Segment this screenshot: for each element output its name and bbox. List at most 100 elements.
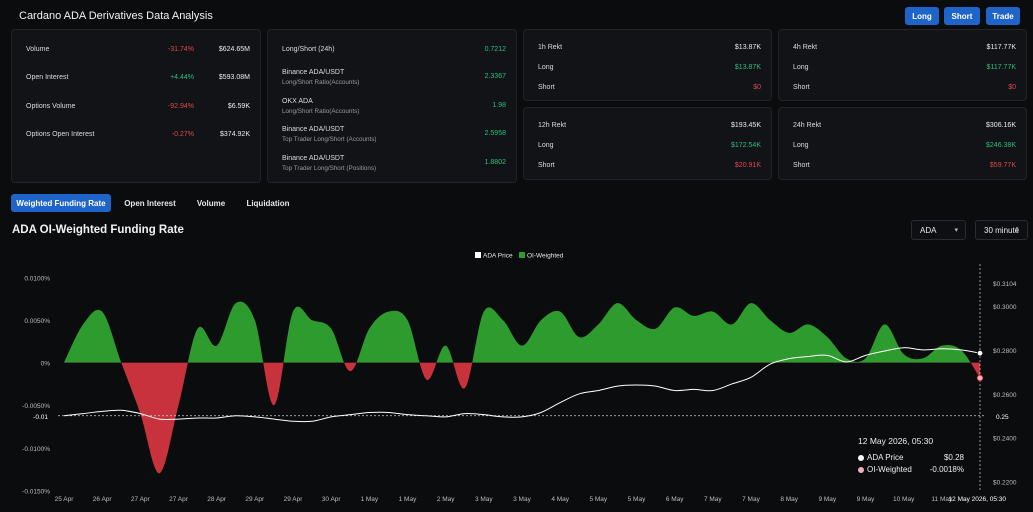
price-dot-icon bbox=[858, 454, 864, 461]
tooltip-rate-label: OI-Weighted bbox=[867, 465, 912, 474]
ratio-value: 0.7212 bbox=[484, 46, 506, 53]
rekt-label: 1h Rekt bbox=[538, 44, 563, 51]
long-button[interactable]: Long bbox=[905, 7, 939, 25]
x-axis-tick-label: 25 Apr bbox=[55, 496, 75, 503]
left-axis-tick-label: -0.0100% bbox=[22, 446, 50, 453]
tab-open-interest[interactable]: Open Interest bbox=[124, 198, 176, 208]
x-axis-tick-label: 29 Apr bbox=[245, 496, 265, 503]
stat-change: -0.27% bbox=[171, 131, 194, 138]
rekt-value: $13.87K bbox=[734, 64, 761, 71]
rekt-value: $59.77K bbox=[989, 162, 1016, 169]
coin-select-value: ADA bbox=[920, 225, 937, 235]
market-stats-card: Volume -31.74% $624.65M Open Interest +4… bbox=[11, 29, 261, 183]
x-axis-tick-label: 26 Apr bbox=[93, 496, 113, 503]
ratio-value: 1.8802 bbox=[484, 159, 506, 166]
rekt-label: 4h Rekt bbox=[793, 44, 818, 51]
short-button[interactable]: Short bbox=[944, 7, 980, 25]
right-axis-tick-label: $0.3104 bbox=[993, 281, 1017, 288]
chevron-down-icon: ▾ bbox=[954, 227, 958, 234]
rekt-value: $117.77K bbox=[986, 64, 1016, 71]
rekt-label: Short bbox=[538, 84, 555, 91]
x-axis-tick-label: 7 May bbox=[704, 496, 722, 503]
rekt-label: Long bbox=[793, 142, 809, 149]
ratio-label: Binance ADA/USDT bbox=[282, 69, 345, 76]
stat-value: $374.92K bbox=[220, 131, 250, 138]
ada-price-line bbox=[63, 347, 981, 423]
tooltip-price-label: ADA Price bbox=[867, 453, 904, 462]
rekt-value: $0 bbox=[1008, 84, 1016, 91]
rekt-label: 12h Rekt bbox=[538, 122, 567, 129]
tab-volume[interactable]: Volume bbox=[196, 198, 226, 208]
tab-weighted-funding-rate[interactable]: Weighted Funding Rate bbox=[11, 194, 111, 212]
ratio-sublabel: Long/Short Ratio(Accounts) bbox=[282, 108, 360, 115]
x-axis-tick-label: 10 May bbox=[893, 496, 915, 503]
x-axis-tick-label: 4 May bbox=[551, 496, 569, 503]
rekt-label: 24h Rekt bbox=[793, 122, 822, 129]
x-axis-tick-label: 7 May bbox=[742, 496, 760, 503]
right-axis-tick-label: $0.3000 bbox=[993, 304, 1017, 311]
x-axis-tick-label: 6 May bbox=[666, 496, 684, 503]
stat-value: $593.08M bbox=[218, 74, 250, 81]
left-axis-tick-label: 0.0100% bbox=[24, 276, 50, 283]
chart-title: ADA OI-Weighted Funding Rate bbox=[12, 224, 184, 236]
x-axis-tick-label: 29 Apr bbox=[284, 496, 304, 503]
x-axis-tick-label: 1 May bbox=[360, 496, 378, 503]
right-axis-tick-label: $0.2400 bbox=[993, 436, 1017, 443]
left-axis-tick-label: 0% bbox=[41, 361, 51, 368]
interval-select[interactable]: 30 minute ⇕ bbox=[975, 220, 1028, 240]
stat-label: Volume bbox=[26, 46, 50, 53]
rekt-value: $117.77K bbox=[986, 44, 1016, 51]
ratio-value: 1.98 bbox=[492, 102, 506, 109]
oi-weighted-positive-area bbox=[64, 301, 971, 363]
stat-change: -92.94% bbox=[167, 103, 194, 110]
tab-liquidation[interactable]: Liquidation bbox=[246, 198, 290, 208]
rekt-value: $0 bbox=[753, 84, 761, 91]
chart-tooltip: 12 May 2026, 05:30 ADA Price $0.28 OI-We… bbox=[852, 430, 970, 480]
left-axis-tick-label: -0.0150% bbox=[22, 488, 50, 495]
rekt-label: Long bbox=[538, 64, 554, 71]
right-axis-tick-label: $0.2800 bbox=[993, 348, 1017, 355]
x-axis-tick-label: 3 May bbox=[475, 496, 493, 503]
stat-change: +4.44% bbox=[170, 74, 194, 81]
crosshair-right-label: 0.25 bbox=[996, 414, 1009, 421]
x-axis-tick-label: 11 May bbox=[931, 496, 953, 503]
ratio-sublabel: Top Trader Long/Short (Positions) bbox=[282, 165, 377, 172]
ratio-label: OKX ADA bbox=[282, 98, 313, 105]
funding-rate-chart[interactable]: 0.0100% 0.0050% 0% -0.0050% -0.0100% -0.0150%… bbox=[0, 244, 1033, 512]
ratio-sublabel: Top Trader Long/Short (Accounts) bbox=[282, 136, 377, 143]
stat-label: Open Interest bbox=[26, 74, 69, 81]
legend-label-price: ADA Price bbox=[483, 253, 513, 260]
stat-label: Options Open Interest bbox=[26, 131, 95, 138]
rekt-value: $193.45K bbox=[731, 122, 761, 129]
rekt-card-1h: 1h Rekt $13.87K Long $13.87K Short $0 bbox=[523, 29, 772, 101]
rekt-value: $172.54K bbox=[731, 142, 761, 149]
x-axis-tick-label: 30 Apr bbox=[322, 496, 342, 503]
x-axis-tick-label: 28 Apr bbox=[207, 496, 227, 503]
interval-select-value: 30 minute bbox=[984, 225, 1020, 235]
tooltip-price-row: ADA Price $0.28 bbox=[858, 453, 964, 462]
crosshair-left-label: -0.01 bbox=[33, 414, 48, 421]
page-title: Cardano ADA Derivatives Data Analysis bbox=[19, 10, 213, 22]
stat-value: $6.59K bbox=[227, 103, 250, 110]
trade-button[interactable]: Trade bbox=[986, 7, 1020, 25]
rate-point-marker bbox=[976, 374, 984, 382]
left-axis-tick-label: 0.0050% bbox=[24, 318, 50, 325]
rekt-card-4h: 4h Rekt $117.77K Long $117.77K Short $0 bbox=[778, 29, 1027, 101]
ratio-label: Binance ADA/USDT bbox=[282, 126, 345, 133]
coin-select[interactable]: ADA ▾ bbox=[911, 220, 966, 240]
tooltip-price-value: $0.28 bbox=[943, 453, 964, 462]
chevron-updown-icon: ⇕ bbox=[1014, 227, 1020, 234]
x-axis-tick-label: 12 May 2026, 05:30 bbox=[949, 496, 1007, 503]
x-axis-tick-label: 2 May bbox=[437, 496, 455, 503]
x-axis-tick-label: 9 May bbox=[857, 496, 875, 503]
rekt-value: $306.16K bbox=[986, 122, 1016, 129]
ratio-value: 2.3367 bbox=[484, 73, 506, 80]
price-point-marker bbox=[976, 349, 984, 357]
legend-swatch-oi-weighted bbox=[519, 252, 525, 258]
tooltip-time: 12 May 2026, 05:30 bbox=[858, 436, 934, 446]
right-axis-tick-label: $0.2600 bbox=[993, 392, 1017, 399]
x-axis-tick-label: 5 May bbox=[628, 496, 646, 503]
x-axis-tick-label: 27 Apr bbox=[131, 496, 151, 503]
rekt-label: Long bbox=[793, 64, 809, 71]
rate-dot-icon bbox=[858, 466, 864, 473]
